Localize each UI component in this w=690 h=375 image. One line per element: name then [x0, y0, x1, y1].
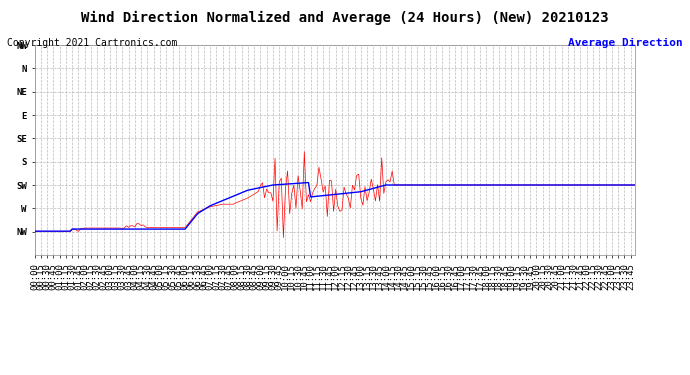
Text: Copyright 2021 Cartronics.com: Copyright 2021 Cartronics.com — [7, 38, 177, 48]
Text: Average Direction: Average Direction — [569, 38, 683, 48]
Text: Wind Direction Normalized and Average (24 Hours) (New) 20210123: Wind Direction Normalized and Average (2… — [81, 11, 609, 26]
